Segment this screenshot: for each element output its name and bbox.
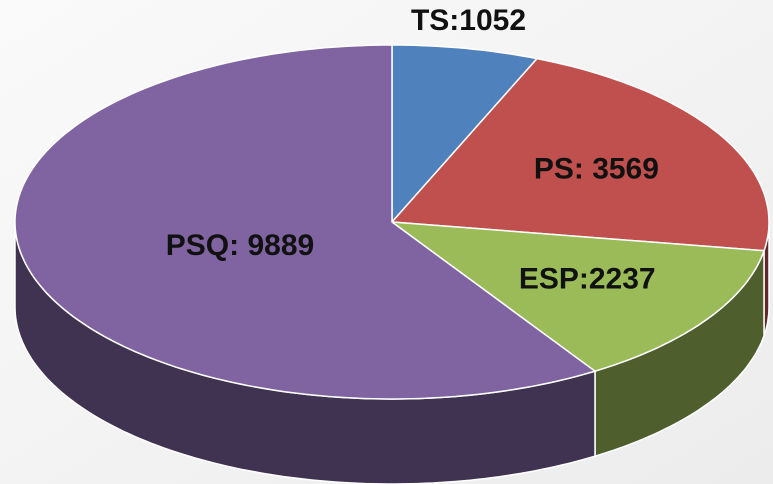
slice [390, 57, 770, 252]
data-label: PS: 3569 [534, 152, 659, 185]
data-label: ESP:2237 [519, 262, 656, 295]
data-label: TS:1052 [411, 4, 526, 37]
slice [14, 44, 597, 400]
data-label: PSQ: 9889 [166, 229, 314, 262]
slice [391, 44, 539, 224]
slice [389, 221, 766, 373]
